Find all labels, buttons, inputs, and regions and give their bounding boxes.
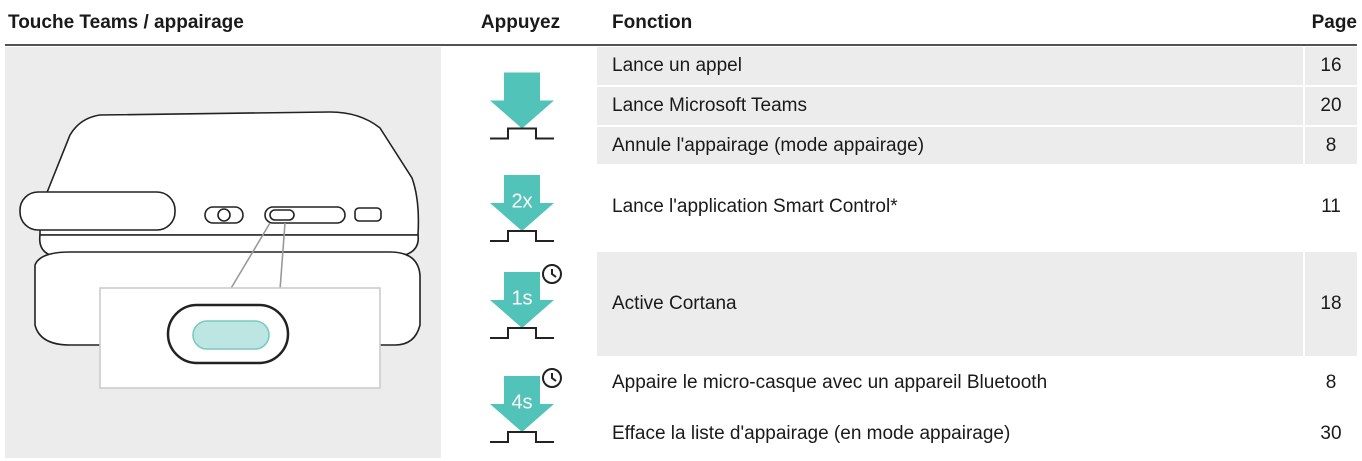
clock-hands [551, 269, 557, 278]
column-header: Touche Teams / appairage [8, 12, 244, 33]
press-arrow [490, 376, 554, 432]
function-text: Active Cortana [597, 252, 1303, 356]
column-header: Appuyez [480, 12, 561, 33]
function-text: Efface la liste d'appairage (en mode app… [597, 409, 1303, 458]
page-number: 18 [1305, 252, 1357, 356]
page-number: 20 [1305, 87, 1357, 125]
press-arrow [490, 272, 554, 328]
key-symbol [490, 327, 554, 339]
column-header: Fonction [612, 12, 693, 33]
page-number: 8 [1305, 358, 1357, 407]
press-label: 1s [511, 287, 532, 309]
function-text: Lance Microsoft Teams [597, 87, 1303, 125]
function-text: Annule l'appairage (mode appairage) [597, 127, 1303, 165]
page-number: 11 [1305, 164, 1357, 250]
headset-drawing [19, 111, 421, 389]
key-symbol [490, 230, 554, 242]
key-symbol [490, 431, 554, 443]
key-symbol [490, 127, 554, 140]
press-label: 2x [511, 190, 532, 212]
page-number: 16 [1305, 47, 1357, 85]
column-header: Page [1311, 12, 1357, 33]
press-arrow [490, 175, 554, 231]
clock-hands [551, 373, 557, 382]
press-label: 4s [511, 391, 532, 413]
page-number: 30 [1305, 409, 1357, 458]
function-text: Lance un appel [597, 47, 1303, 85]
function-text: Appaire le micro-casque avec un appareil… [597, 358, 1303, 407]
function-text: Lance l'application Smart Control* [597, 164, 1303, 250]
page-number: 8 [1305, 127, 1357, 165]
press-arrow [490, 72, 554, 129]
